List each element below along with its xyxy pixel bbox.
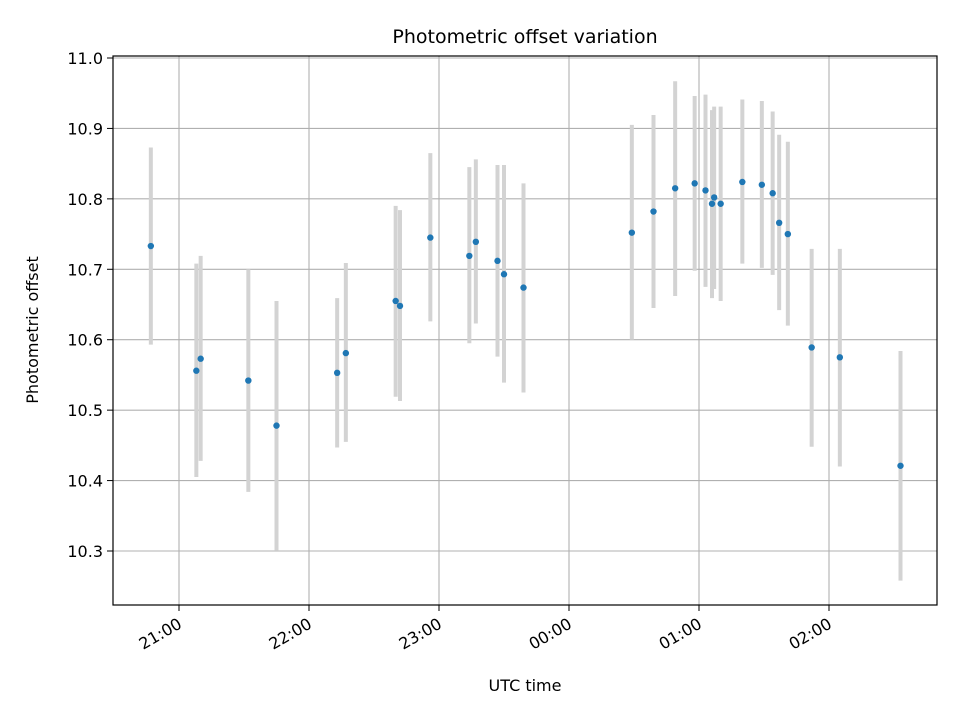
data-point xyxy=(739,178,746,186)
plot-frame xyxy=(112,55,938,606)
data-point xyxy=(836,354,844,361)
data-point xyxy=(769,190,776,197)
y-tick-label: 10.8 xyxy=(67,190,103,209)
chart-title: Photometric offset variation xyxy=(392,26,657,48)
x-axis-title: UTC time xyxy=(489,676,562,695)
data-point xyxy=(147,242,155,250)
data-point xyxy=(717,200,724,207)
data-point xyxy=(708,200,716,207)
y-tick-label: 10.6 xyxy=(67,331,103,350)
data-point xyxy=(494,257,501,265)
data-point xyxy=(671,185,679,192)
data-point xyxy=(710,194,718,201)
data-point xyxy=(500,271,508,278)
data-points xyxy=(147,178,904,469)
data-point xyxy=(273,422,280,429)
data-point xyxy=(691,180,698,187)
y-tick-label: 11.0 xyxy=(67,49,103,68)
y-tick-label: 10.9 xyxy=(67,119,103,138)
data-point xyxy=(784,230,792,238)
y-tick-label: 10.5 xyxy=(67,401,103,420)
data-point xyxy=(396,302,404,310)
y-tick-label: 10.7 xyxy=(67,260,103,279)
data-point xyxy=(702,187,709,194)
y-tick-label: 10.3 xyxy=(67,542,103,561)
data-point xyxy=(197,355,204,362)
data-point xyxy=(466,252,473,260)
data-point xyxy=(193,367,200,374)
data-point xyxy=(758,181,766,188)
data-point xyxy=(628,229,636,236)
data-point xyxy=(333,369,341,377)
data-point xyxy=(897,462,904,469)
data-point xyxy=(245,377,252,384)
y-tick-label: 10.4 xyxy=(67,472,103,491)
y-axis-title: Photometric offset xyxy=(23,256,42,404)
data-point xyxy=(472,238,480,246)
data-point xyxy=(342,349,350,357)
data-point xyxy=(427,234,434,241)
data-point xyxy=(392,297,399,305)
data-point xyxy=(775,219,783,227)
data-point xyxy=(520,284,527,291)
data-point xyxy=(808,344,815,351)
y-axis: 10.3 10.4 10.5 10.6 10.7 10.8 10.9 11.0 xyxy=(67,49,113,561)
data-point xyxy=(650,208,657,215)
